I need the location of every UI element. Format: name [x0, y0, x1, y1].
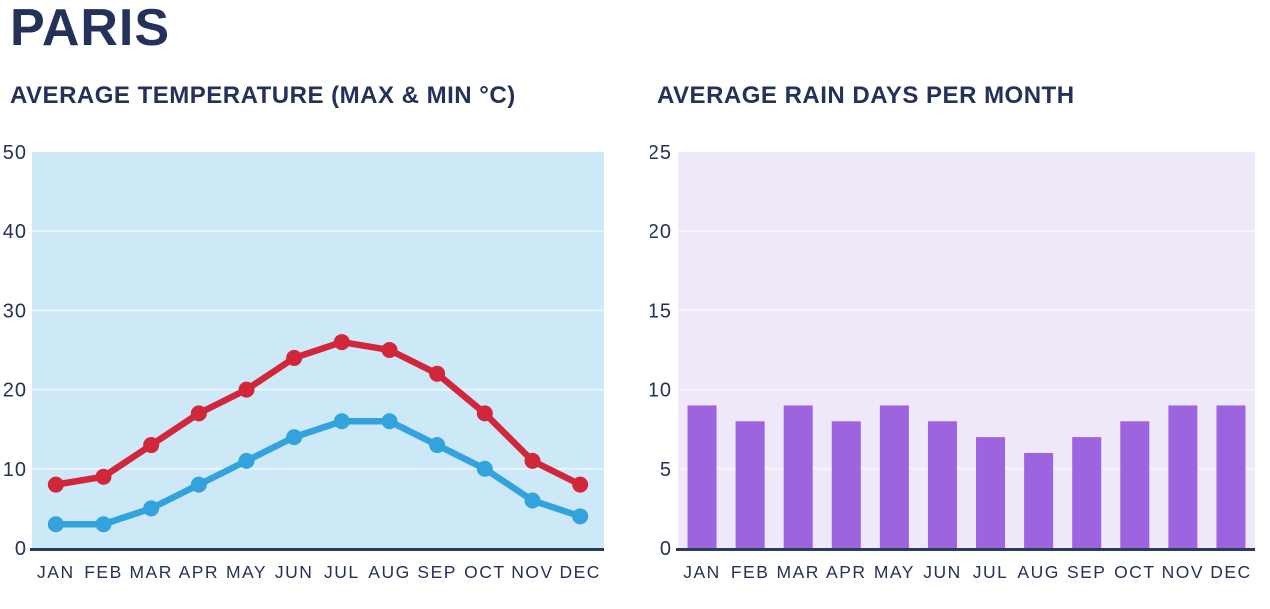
x-tick-label: DEC — [1210, 562, 1251, 582]
x-tick-label: APR — [179, 562, 219, 582]
rain-bar — [976, 437, 1006, 548]
max-series-point — [190, 405, 207, 422]
max-series-point — [95, 468, 112, 485]
y-tick-label: 50 — [3, 142, 27, 164]
max-series-point — [524, 452, 541, 469]
x-tick-label: JUL — [973, 562, 1009, 582]
x-tick-label: OCT — [1114, 562, 1155, 582]
y-tick-label: 30 — [3, 300, 27, 322]
min-series-point — [47, 516, 64, 533]
x-tick-label: MAR — [129, 562, 172, 582]
temperature-chart: 0 10 20 30 40 50 JAN FEB MAR APR MAY JUN JUL AUG SEP OC… — [3, 142, 604, 582]
min-series-point — [238, 452, 255, 469]
x-tick-label: APR — [826, 562, 866, 582]
x-tick-label: JUN — [275, 562, 314, 582]
max-series-point — [333, 334, 350, 351]
y-tick-label: 20 — [3, 380, 27, 402]
rain-bar — [1216, 405, 1246, 548]
min-series-point — [95, 516, 112, 533]
y-tick-label: 25 — [650, 142, 672, 164]
x-tick-label: NOV — [511, 562, 553, 582]
y-tick-label: 10 — [3, 459, 27, 481]
max-series-point — [286, 349, 303, 366]
y-tick-label: 0 — [660, 538, 672, 560]
min-series-line — [52, 418, 584, 528]
x-tick-label: AUG — [1017, 562, 1059, 582]
y-tick-label: 40 — [3, 221, 27, 243]
max-series-point — [429, 365, 446, 382]
min-series-point — [333, 413, 350, 430]
min-series-point — [429, 437, 446, 454]
max-series-point — [238, 381, 255, 398]
rain-bar — [1072, 437, 1102, 548]
min-series-point — [190, 476, 207, 493]
page-title: PARIS — [10, 0, 171, 57]
x-tick-label: JAN — [683, 562, 721, 582]
x-tick-label: MAY — [226, 562, 267, 582]
rain-chart-title: AVERAGE RAIN DAYS PER MONTH — [657, 82, 1075, 109]
max-series-point — [572, 476, 589, 493]
min-series-point — [572, 508, 589, 525]
x-tick-label: FEB — [84, 562, 123, 582]
rain-bar — [831, 421, 861, 548]
x-tick-label: MAR — [777, 562, 820, 582]
temperature-chart-title: AVERAGE TEMPERATURE (MAX & MIN °C) — [10, 82, 516, 109]
rain-bar — [1168, 405, 1198, 548]
rain-bar — [687, 405, 717, 548]
max-series-point — [143, 437, 160, 454]
x-tick-label: DEC — [559, 562, 600, 582]
rain-bar — [879, 405, 909, 548]
max-series-point — [381, 342, 398, 358]
max-series-line — [52, 338, 584, 488]
y-tick-label: 5 — [660, 459, 672, 481]
min-series-point — [381, 413, 398, 430]
rain-bar — [735, 421, 765, 548]
y-tick-label: 0 — [15, 538, 27, 560]
x-tick-label: JUN — [923, 562, 962, 582]
rain-bar — [1120, 421, 1150, 548]
min-series-point — [524, 492, 541, 509]
plot-background — [678, 152, 1255, 548]
x-tick-label: JUL — [324, 562, 360, 582]
min-series-point — [286, 429, 303, 446]
x-tick-label: JAN — [37, 562, 75, 582]
min-series-point — [476, 460, 493, 477]
max-series-point — [476, 405, 493, 422]
rain-days-chart: 0 5 10 15 20 25 JAN FEB MAR APR MAY JUN JUL AUG SEP OCT… — [650, 142, 1255, 582]
x-tick-label: MAY — [874, 562, 915, 582]
x-tick-label: SEP — [1067, 562, 1107, 582]
y-tick-label: 10 — [650, 380, 672, 402]
y-tick-label: 15 — [650, 300, 672, 322]
rain-bar — [1024, 452, 1054, 548]
rain-bar — [927, 421, 957, 548]
y-tick-label: 20 — [650, 221, 672, 243]
x-tick-label: NOV — [1162, 562, 1204, 582]
min-series-point — [143, 500, 160, 517]
x-tick-label: SEP — [417, 562, 457, 582]
rain-bar — [783, 405, 813, 548]
x-tick-label: FEB — [731, 562, 770, 582]
x-tick-label: AUG — [368, 562, 410, 582]
max-series-point — [47, 476, 64, 493]
x-tick-label: OCT — [464, 562, 505, 582]
